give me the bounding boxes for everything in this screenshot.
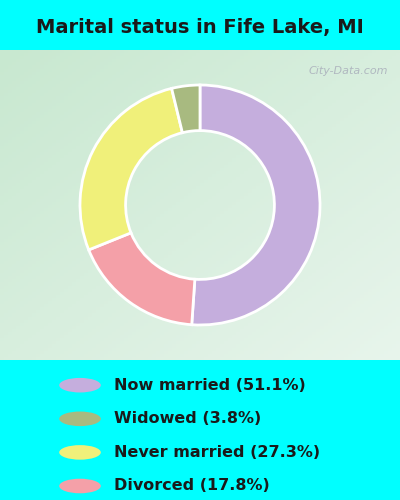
Text: City-Data.com: City-Data.com: [308, 66, 388, 76]
Text: Divorced (17.8%): Divorced (17.8%): [114, 478, 270, 494]
Circle shape: [59, 478, 101, 494]
Circle shape: [59, 378, 101, 392]
Text: Marital status in Fife Lake, MI: Marital status in Fife Lake, MI: [36, 18, 364, 37]
Text: Widowed (3.8%): Widowed (3.8%): [114, 412, 261, 426]
Wedge shape: [192, 85, 320, 325]
Wedge shape: [89, 233, 195, 324]
Text: Never married (27.3%): Never married (27.3%): [114, 445, 320, 460]
Circle shape: [59, 412, 101, 426]
Wedge shape: [80, 88, 182, 250]
Circle shape: [59, 445, 101, 460]
Text: Now married (51.1%): Now married (51.1%): [114, 378, 306, 392]
Wedge shape: [172, 85, 200, 132]
